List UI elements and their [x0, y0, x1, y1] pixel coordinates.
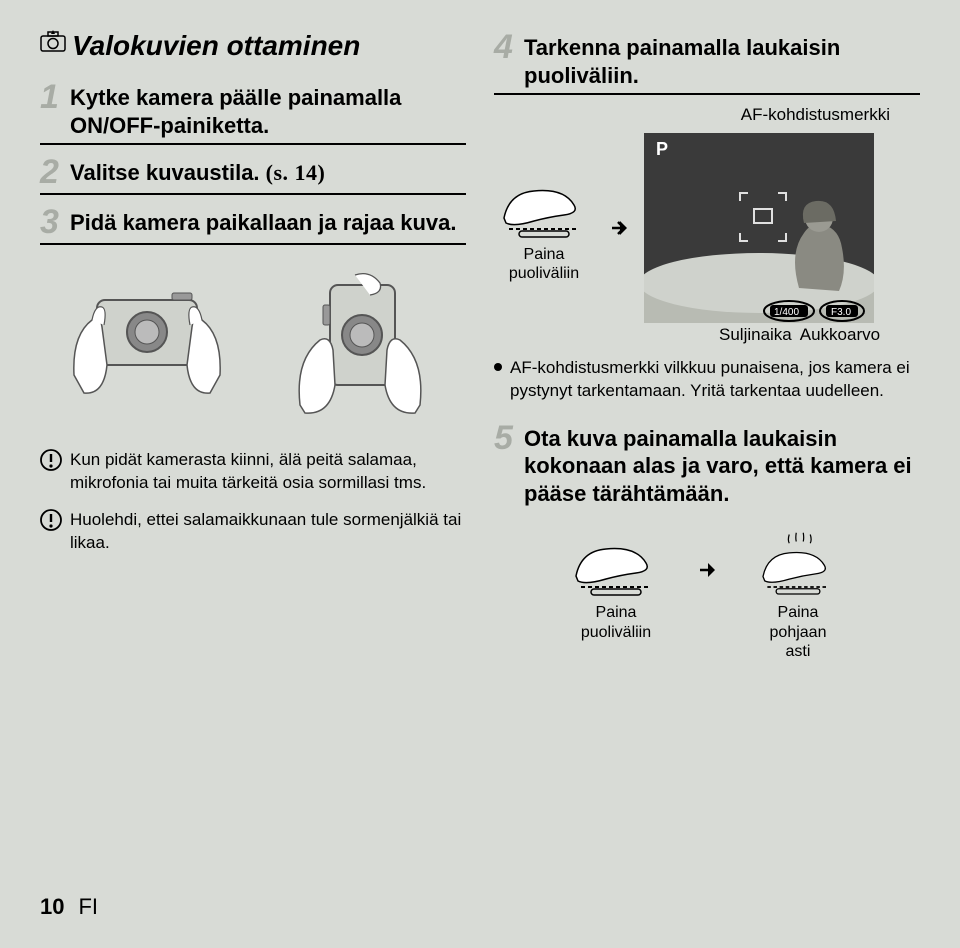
section-title-text: Valokuvien ottaminen [72, 30, 360, 62]
finger-press-full-icon [748, 531, 848, 601]
press-half-row: Paina puoliväliin [494, 133, 920, 323]
press-full-row: Paina puoliväliin Paina pohjaan asti [494, 531, 920, 661]
camera-icon [40, 30, 66, 52]
display-aperture: F3.0 [831, 307, 851, 318]
step-num-3: 3 [40, 205, 70, 239]
step-3: 3 Pidä kamera paikallaan ja rajaa kuva. [40, 205, 466, 245]
caution-note-1: Kun pidät kamerasta kiinni, älä peitä sa… [40, 449, 466, 495]
page-footer: 10 FI [40, 894, 98, 920]
af-mark-label: AF-kohdistusmerkki [494, 105, 920, 125]
page-number: 10 [40, 894, 64, 920]
step-1-text: Kytke kamera päälle painamalla ON/OFF-pa… [70, 80, 466, 139]
finger-press-half-icon [566, 531, 666, 601]
step-4: 4 Tarkenna painamalla laukaisin puoliväl… [494, 30, 920, 95]
press-full-block: Paina pohjaan asti [748, 531, 848, 661]
shutter-aperture-labels: Suljinaika Aukkoarvo [494, 325, 920, 345]
press-half-label-2: Paina puoliväliin [581, 603, 651, 641]
camera-display: P 1/400 F3.0 [644, 133, 874, 323]
caution-icon [40, 509, 62, 531]
step-3-text: Pidä kamera paikallaan ja rajaa kuva. [70, 205, 456, 237]
caution-1-text: Kun pidät kamerasta kiinni, älä peitä sa… [70, 449, 466, 495]
step-4-text: Tarkenna painamalla laukaisin puolivälii… [524, 30, 920, 89]
display-shutter: 1/400 [774, 307, 799, 318]
caution-icon [40, 449, 62, 471]
camera-hold-portrait [275, 265, 445, 425]
section-title: Valokuvien ottaminen [40, 30, 466, 62]
arrow-right-icon [608, 217, 630, 239]
arrow-right-icon [696, 559, 718, 581]
caution-2-text: Huolehdi, ettei salamaikkunaan tule sorm… [70, 509, 466, 555]
step-5: 5 Ota kuva painamalla laukaisin kokonaan… [494, 421, 920, 512]
aperture-label: Aukkoarvo [800, 325, 880, 345]
step-num-1: 1 [40, 80, 70, 114]
camera-hold-illustrations [40, 265, 466, 425]
press-full-label: Paina pohjaan asti [770, 603, 827, 661]
page-language: FI [78, 894, 98, 920]
right-column: 4 Tarkenna painamalla laukaisin puoliväl… [486, 30, 920, 661]
af-fail-text: AF-kohdistusmerkki vilkkuu punaisena, jo… [510, 357, 920, 403]
press-half-block-2: Paina puoliväliin [566, 531, 666, 641]
press-half-block: Paina puoliväliin [494, 173, 594, 283]
af-fail-note: AF-kohdistusmerkki vilkkuu punaisena, jo… [494, 357, 920, 403]
step-1: 1 Kytke kamera päälle painamalla ON/OFF-… [40, 80, 466, 145]
step-num-4: 4 [494, 30, 524, 64]
finger-press-half-icon [494, 173, 594, 243]
step-2-ref: (s. 14) [266, 160, 326, 185]
camera-hold-landscape [62, 265, 232, 425]
press-half-label: Paina puoliväliin [509, 245, 579, 283]
shutter-label: Suljinaika [719, 325, 792, 345]
step-2: 2 Valitse kuvaustila. (s. 14) [40, 155, 466, 195]
step-2-text: Valitse kuvaustila. (s. 14) [70, 155, 325, 187]
display-mode-text: P [656, 139, 668, 159]
bullet-icon [494, 363, 502, 371]
step-num-5: 5 [494, 421, 524, 455]
step-5-text: Ota kuva painamalla laukaisin kokonaan a… [524, 421, 920, 508]
caution-note-2: Huolehdi, ettei salamaikkunaan tule sorm… [40, 509, 466, 555]
step-num-2: 2 [40, 155, 70, 189]
left-column: Valokuvien ottaminen 1 Kytke kamera pääl… [40, 30, 486, 661]
